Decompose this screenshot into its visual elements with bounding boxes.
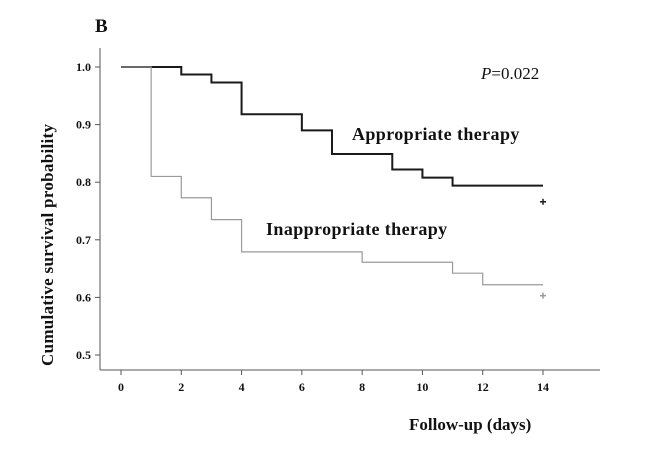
series-line-appropriate: [121, 66, 543, 187]
y-tick-label: 0.8: [76, 175, 91, 189]
x-tick-label: 0: [118, 380, 124, 394]
panel-label: B: [95, 16, 108, 37]
y-tick-label: 1.0: [76, 60, 91, 74]
axes: [99, 48, 600, 371]
x-tick-label: 10: [416, 380, 428, 394]
x-tick-label: 2: [178, 380, 184, 394]
x-tick-label: 12: [477, 380, 489, 394]
x-tick-label: 14: [537, 380, 549, 394]
y-ticks: 0.5 0.6 0.7 0.8 0.9 1.0: [76, 60, 100, 362]
series-label-appropriate: Appropriate therapy: [352, 124, 520, 144]
series-layer: [121, 66, 546, 299]
y-tick-label: 0.5: [76, 348, 91, 362]
y-tick-label: 0.9: [76, 118, 91, 132]
x-axis-title: Follow-up (days): [409, 415, 531, 434]
y-tick-label: 0.6: [76, 290, 91, 304]
series-label-inappropriate: Inappropriate therapy: [266, 219, 448, 239]
y-axis-title: Cumulative survival probability: [38, 124, 57, 366]
p-value-text: =0.022: [491, 64, 539, 83]
x-tick-label: 4: [239, 380, 245, 394]
x-ticks: 0 2 4 6 8 10 12 14: [118, 370, 549, 394]
x-tick-label: 6: [299, 380, 305, 394]
x-tick-label: 8: [359, 380, 365, 394]
p-value-prefix: P: [480, 64, 491, 83]
y-tick-label: 0.7: [76, 233, 91, 247]
p-value-annotation: P=0.022: [480, 64, 539, 83]
series-line-inappropriate: [121, 66, 543, 286]
